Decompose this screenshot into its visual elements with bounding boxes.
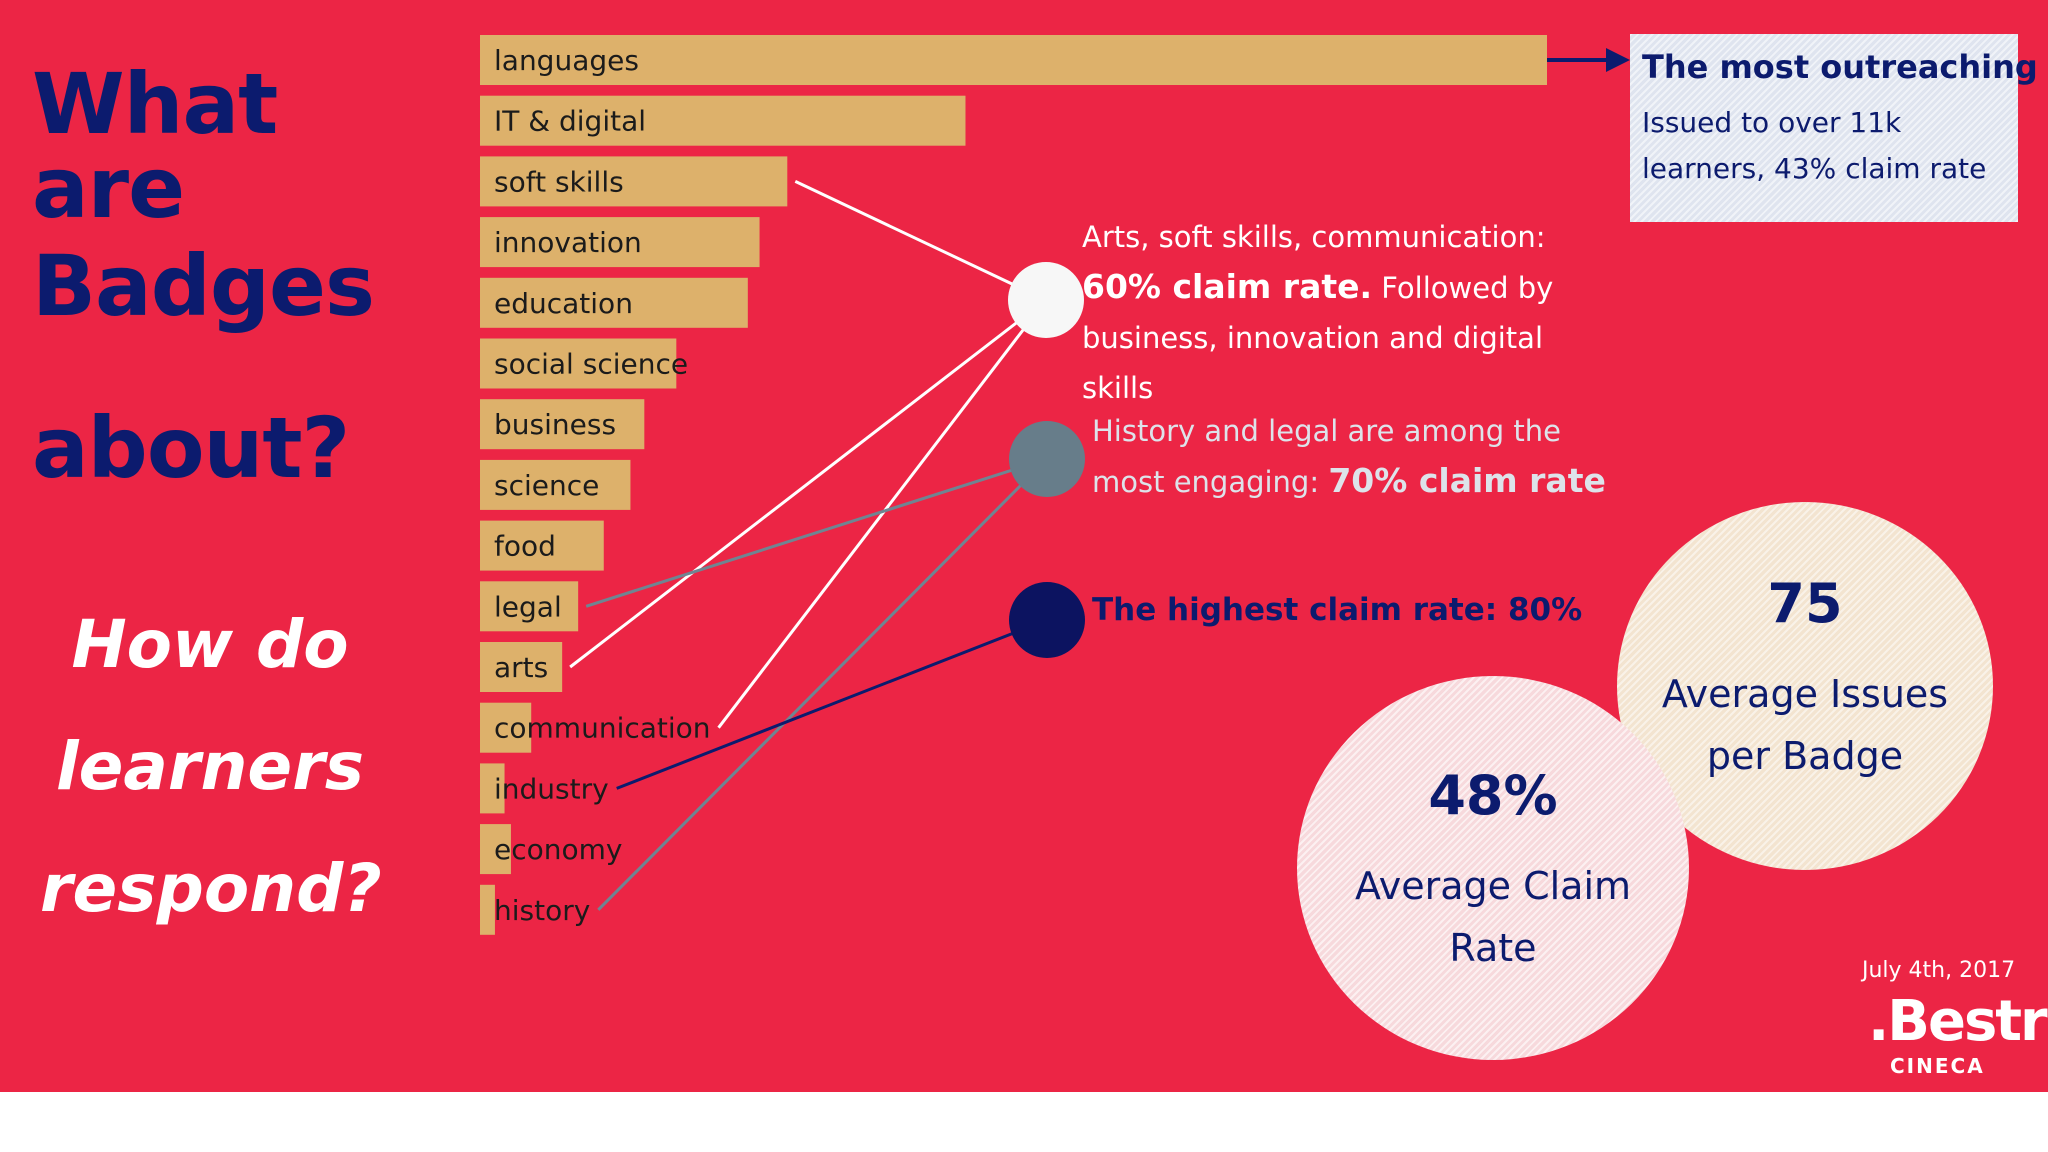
- bar-label-legal: legal: [494, 590, 562, 623]
- average-claim-value: 48%: [1428, 764, 1558, 827]
- bar-label-economy: economy: [494, 833, 622, 866]
- bar-label-soft-skills: soft skills: [494, 165, 624, 198]
- dot-navy: [1009, 582, 1085, 658]
- bar-label-history: history: [494, 894, 590, 927]
- bar-food: [480, 520, 604, 571]
- title-line-2: Badges: [32, 237, 375, 335]
- bar-history: [480, 884, 495, 935]
- connector-legal: [585, 457, 1048, 608]
- bar-label-science: science: [494, 469, 599, 502]
- note-white-bold: 60% claim rate.: [1082, 267, 1373, 306]
- bar-label-languages: languages: [494, 44, 639, 77]
- callout-title: The most outreaching: [1642, 48, 2038, 86]
- average-claim-label: Average Claim Rate: [1354, 864, 1632, 970]
- bar-arts: [480, 642, 563, 692]
- note-navy: The highest claim rate: 80%: [1092, 592, 1583, 628]
- bar-languages: [480, 35, 1547, 85]
- connector-soft-skills: [794, 180, 1047, 302]
- note-grey-pre: History and legal are among the most eng…: [1092, 414, 1561, 499]
- date-label: July 4th, 2017: [1862, 958, 2016, 983]
- bar-label-education: education: [494, 287, 633, 320]
- bar-business: [480, 399, 645, 450]
- bar-industry: [480, 763, 505, 814]
- note-white: Arts, soft skills, communication: 60% cl…: [1082, 212, 1622, 413]
- bar-it-digital: [480, 95, 966, 146]
- average-issues-value: 75: [1767, 572, 1843, 635]
- bar-education: [480, 277, 748, 328]
- subtitle-line-2: learners: [55, 728, 365, 805]
- dot-white: [1008, 262, 1084, 338]
- bar-chart: languages IT & digital soft skills innovati…: [480, 35, 1630, 935]
- bar-label-industry: industry: [494, 772, 609, 805]
- subtitle-line-3: respond?: [40, 850, 382, 927]
- bar-science: [480, 459, 631, 510]
- subtitle-line-1: How do: [71, 606, 349, 683]
- average-issues-label: Average Issues per Badge: [1661, 672, 1949, 778]
- bar-communication: [480, 702, 532, 753]
- connector-history: [597, 457, 1049, 911]
- note-grey: History and legal are among the most eng…: [1092, 406, 1632, 507]
- outreach-arrow-head: [1606, 48, 1630, 72]
- note-white-post: Followed by business, innovation and dig…: [1082, 271, 1554, 405]
- bar-label-social-science: social science: [494, 348, 688, 381]
- bar-label-business: business: [494, 408, 616, 441]
- average-claim-circle: 48% Average Claim Rate: [1297, 676, 1689, 1060]
- infographic-slide: What are Badges about? How do learners r…: [0, 0, 2048, 1092]
- bar-label-food: food: [494, 530, 556, 563]
- note-white-pre: Arts, soft skills, communication:: [1082, 220, 1546, 254]
- bar-label-arts: arts: [494, 651, 548, 684]
- bar-economy: [480, 824, 511, 875]
- bar-legal: [480, 581, 579, 632]
- title-line-3: about?: [32, 399, 350, 497]
- bar-label-innovation: innovation: [494, 226, 642, 259]
- bar-social-science: [480, 338, 677, 389]
- connector-communication: [717, 299, 1048, 729]
- dot-grey: [1009, 421, 1085, 497]
- bar-label-communication: communication: [494, 712, 711, 745]
- bar-innovation: [480, 217, 760, 268]
- outreach-callout: The most outreaching Issued to over 11k …: [1630, 34, 2038, 222]
- bar-soft-skills: [480, 156, 788, 207]
- callout-body: Issued to over 11k learners, 43% claim r…: [1642, 106, 1987, 185]
- cineca-logo: CINECA: [1890, 1054, 1985, 1078]
- connector-industry: [616, 618, 1048, 790]
- bar-label-it-digital: IT & digital: [494, 105, 646, 138]
- connector-arts: [569, 298, 1047, 669]
- bestr-logo: .Bestr: [1868, 989, 2048, 1054]
- note-grey-bold: 70% claim rate: [1328, 461, 1606, 500]
- title-line-1: What are: [32, 55, 278, 237]
